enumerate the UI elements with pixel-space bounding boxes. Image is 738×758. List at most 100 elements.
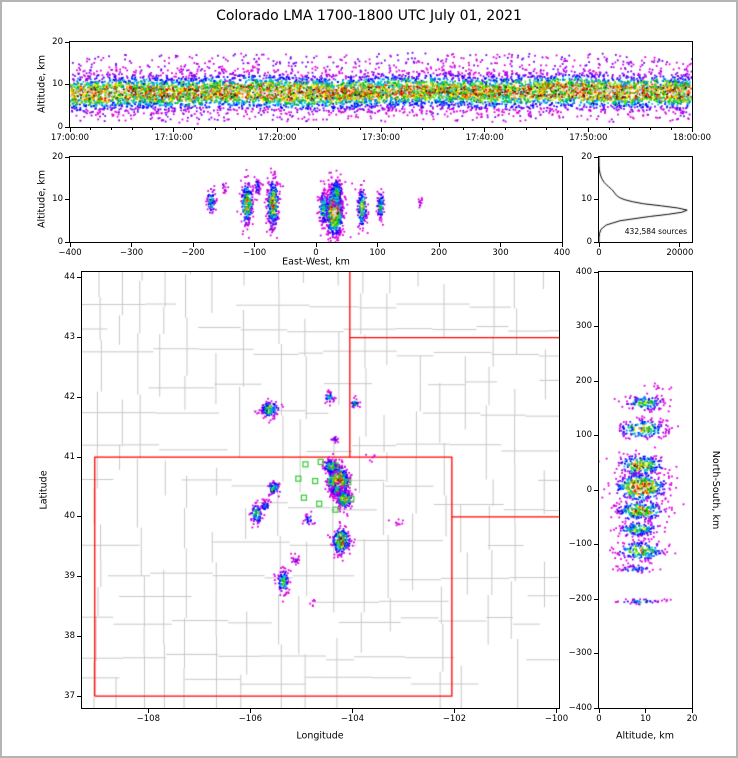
x-tick-label: −200 [181, 248, 205, 258]
tick-mark [69, 243, 71, 247]
y-tick-label: 300 [575, 321, 592, 331]
tick-mark [131, 128, 133, 130]
tick-mark [504, 128, 506, 130]
y-tick-label: 20 [52, 36, 63, 47]
tick-mark [438, 243, 440, 247]
x-tick-label: −400 [58, 248, 82, 258]
y-tick-label: 20 [581, 151, 592, 162]
plan-view-map-panel [81, 271, 560, 709]
x-tick-label: −102 [442, 714, 467, 724]
tick-mark [453, 709, 455, 713]
tick-mark [214, 128, 216, 130]
y-tick-label: 40 [64, 511, 75, 522]
altitude-histogram-panel [598, 156, 693, 243]
y-tick-label: 43 [64, 332, 75, 343]
y-tick-label: 0 [586, 484, 592, 495]
y-tick-label: −200 [568, 593, 592, 604]
tick-mark [315, 243, 317, 247]
map-canvas [82, 272, 559, 708]
x-tick-label: 0 [596, 714, 602, 724]
north-south-y-axis-label: North-South, km [709, 450, 721, 530]
tick-mark [691, 128, 693, 132]
map-x-axis-label: Longitude [296, 730, 344, 742]
tick-mark [90, 128, 92, 130]
y-tick-label: 200 [575, 375, 592, 386]
x-tick-label: 17:10:00 [154, 133, 193, 143]
x-tick-label: 0 [596, 248, 602, 258]
tick-mark [650, 128, 652, 130]
y-tick-label: 100 [575, 430, 592, 440]
tick-mark [173, 128, 175, 132]
x-tick-label: 17:00:00 [50, 133, 90, 143]
tick-mark [377, 243, 378, 247]
x-tick-label: −108 [136, 714, 160, 724]
tick-mark [339, 128, 341, 130]
y-tick-label: −100 [568, 539, 592, 549]
tick-mark [276, 128, 278, 132]
x-tick-label: 20000 [666, 248, 694, 258]
tick-mark [608, 128, 610, 130]
tick-mark [401, 128, 403, 130]
tick-mark [297, 128, 299, 130]
tick-mark [318, 128, 320, 130]
tick-mark [69, 128, 71, 132]
x-tick-label: −300 [119, 248, 144, 258]
tick-mark [256, 128, 258, 130]
figure-title: Colorado LMA 1700-1800 UTC July 01, 2021 [216, 8, 522, 24]
tick-mark [500, 243, 501, 247]
y-tick-label: 39 [64, 571, 75, 582]
x-tick-label: 17:50:00 [569, 133, 608, 143]
x-tick-label: −100 [242, 248, 267, 258]
x-tick-label: −106 [238, 714, 263, 724]
x-tick-label: 10 [640, 714, 651, 724]
histogram-canvas [599, 157, 692, 242]
tick-mark [587, 128, 589, 132]
y-tick-label: 42 [64, 391, 75, 402]
time-height-panel [69, 41, 693, 128]
x-tick-label: 300 [492, 248, 509, 258]
tick-mark [561, 243, 563, 247]
tick-mark [131, 243, 132, 247]
tick-mark [192, 243, 194, 247]
x-tick-label: −104 [340, 714, 365, 724]
tick-mark [679, 243, 681, 247]
x-tick-label: 400 [553, 248, 571, 258]
y-tick-label: 400 [575, 266, 592, 277]
y-tick-label: 0 [57, 236, 63, 247]
y-tick-label: 44 [64, 272, 75, 283]
tick-mark [193, 128, 195, 130]
tick-mark [442, 128, 444, 130]
tick-mark [629, 128, 631, 130]
tick-mark [351, 709, 353, 713]
tick-mark [421, 128, 423, 130]
x-tick-label: −100 [544, 714, 569, 724]
x-tick-label: 17:20:00 [258, 133, 297, 143]
y-tick-label: 0 [57, 121, 63, 132]
east-west-x-axis-label: East-West, km [282, 256, 350, 268]
y-tick-label: −300 [568, 648, 592, 658]
tick-mark [235, 128, 237, 130]
y-tick-label: 0 [586, 236, 592, 247]
x-tick-label: 20 [686, 714, 698, 724]
north-south-x-axis-label: Altitude, km [616, 730, 674, 742]
source-count-annotation: 432,584 sources [624, 227, 687, 236]
y-tick-label: 20 [52, 151, 63, 162]
y-tick-label: 41 [64, 451, 75, 462]
tick-mark [359, 128, 361, 130]
tick-mark [598, 709, 600, 713]
east-west-y-axis-label: Altitude, km [36, 170, 48, 228]
y-tick-label: −400 [568, 702, 592, 713]
tick-mark [670, 128, 672, 130]
tick-mark [380, 128, 382, 132]
north-south-scatter-canvas [599, 272, 692, 708]
x-tick-label: 18:00:00 [672, 133, 712, 143]
x-tick-label: 200 [430, 248, 448, 258]
north-south-altitude-panel [598, 271, 693, 709]
tick-mark [463, 128, 465, 130]
east-west-altitude-panel [69, 156, 563, 243]
tick-mark [484, 128, 486, 132]
map-y-axis-label: Latitude [38, 470, 50, 510]
time-height-scatter-canvas [70, 42, 692, 127]
tick-mark [152, 128, 154, 130]
